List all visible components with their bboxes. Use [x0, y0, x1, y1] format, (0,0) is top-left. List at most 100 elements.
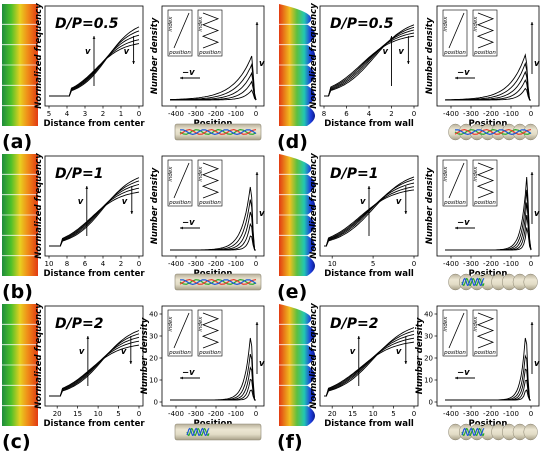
freq-tick: 2	[389, 110, 393, 118]
v-up-arrow	[530, 322, 534, 374]
freq-curve	[49, 187, 140, 247]
freq-ylabel: Normalized frequency	[34, 303, 44, 409]
density-ytick: 40	[149, 311, 158, 319]
minus-v-arrow	[455, 226, 475, 230]
inset-index-zigzag: index position	[472, 9, 498, 57]
inset-index-zigzag: index position	[472, 309, 498, 357]
freq-tick: 8	[322, 110, 326, 118]
freq-tick: 0	[137, 260, 141, 268]
density-ytick: 20	[149, 355, 158, 363]
inset-position-label: position	[168, 50, 191, 56]
density-curve	[169, 55, 257, 101]
v-label: v	[398, 47, 404, 57]
inset-index-zigzag: index position	[472, 159, 498, 207]
density-curve	[170, 337, 256, 401]
polymer-chain	[186, 427, 210, 436]
density-ytick: 0	[429, 399, 433, 407]
v-down-arrow	[129, 336, 133, 364]
freq-ylabel: Normalized frequency	[34, 153, 44, 259]
density-tick: 0	[529, 260, 533, 268]
freq-curve	[324, 29, 415, 97]
freq-tick: 20	[53, 410, 62, 418]
density-tick: -400	[443, 110, 459, 118]
ratio-label: D/P=0.5	[55, 16, 119, 32]
freq-tick: 10	[369, 410, 378, 418]
inset-index-label: index	[473, 16, 479, 32]
panel-label: (a)	[2, 131, 32, 153]
freq-tick: 5	[116, 410, 120, 418]
freq-curve	[49, 340, 140, 397]
v-up-arrow	[255, 172, 259, 224]
v-up-arrow	[255, 22, 259, 74]
freq-tick: 0	[412, 410, 416, 418]
density-chart: Number densityPosition-400-300-200-10000…	[140, 305, 265, 429]
frequency-chart: D/P=1 Normalized frequency Distance from w…	[309, 153, 419, 279]
v-label: v	[383, 47, 389, 57]
v-up-arrow	[85, 186, 89, 236]
freq-curve	[324, 330, 415, 397]
density-curve	[170, 186, 256, 251]
v-label: v	[396, 347, 402, 357]
density-chart: Number densityPosition-400-300-200-10000…	[415, 305, 540, 429]
heatmap-strip	[279, 304, 315, 426]
ratio-label: D/P=0.5	[330, 16, 394, 32]
panel-a: (a) D/P=0.5 Normalized frequency Distance f…	[2, 3, 265, 153]
density-ytick: 20	[424, 355, 433, 363]
minus-v-label: −v	[457, 218, 470, 228]
density-tick: -200	[483, 110, 499, 118]
v-up-arrow	[255, 322, 259, 374]
v-label: v	[534, 359, 540, 369]
polymer-chain	[461, 427, 485, 436]
freq-tick: 5	[371, 260, 375, 268]
inset-index-label: index	[168, 166, 174, 182]
v-up-arrow	[92, 36, 96, 86]
inset-position-label: position	[473, 350, 496, 356]
freq-tick: 15	[348, 410, 357, 418]
inset-position-label: position	[443, 350, 466, 356]
freq-curve	[324, 327, 415, 397]
density-tick: -400	[168, 110, 184, 118]
inset-index-linear: index position	[167, 9, 193, 57]
density-tick: -400	[443, 260, 459, 268]
heatmap-strip	[2, 304, 38, 426]
freq-curve	[324, 32, 415, 97]
inset-position-label: position	[168, 200, 191, 206]
panel-label: (d)	[277, 131, 308, 153]
freq-ylabel: Normalized frequency	[309, 3, 319, 109]
freq-curve	[324, 26, 415, 97]
v-down-arrow	[406, 36, 410, 64]
inset-index-linear: index position	[442, 159, 468, 207]
density-tick: -300	[188, 410, 204, 418]
v-label: v	[79, 347, 85, 357]
freq-tick: 6	[344, 110, 349, 118]
freq-tick: 5	[47, 110, 51, 118]
panel-f: (f) D/P=2 Normalized frequency Distance fro…	[277, 303, 540, 453]
v-up-arrow	[357, 336, 361, 386]
inset-index-label: index	[168, 316, 174, 332]
heatmap-strip	[279, 4, 315, 126]
density-tick: -200	[208, 110, 224, 118]
freq-tick: 20	[328, 410, 337, 418]
v-label: v	[350, 347, 356, 357]
freq-curve	[49, 180, 140, 247]
polymer-tube-snapshot	[448, 423, 538, 441]
minus-v-arrow	[180, 226, 200, 230]
frequency-chart: D/P=1 Normalized frequency Distance from c…	[34, 153, 145, 279]
minus-v-arrow	[455, 376, 475, 380]
frequency-chart: D/P=0.5 Normalized frequency Distance from…	[309, 3, 419, 129]
v-down-arrow	[404, 186, 408, 214]
freq-tick: 15	[73, 410, 82, 418]
v-up-arrow	[530, 22, 534, 74]
inset-index-label: index	[198, 166, 204, 182]
panel-d: (d) D/P=0.5 Normalized frequency Distance f…	[277, 3, 540, 153]
inset-index-linear: index position	[442, 9, 468, 57]
polymer-chain	[179, 279, 257, 285]
density-tick: 0	[254, 110, 258, 118]
density-ytick: 10	[424, 377, 433, 385]
density-chart: Number densityPosition-400-300-200-1000i…	[150, 155, 265, 279]
freq-ylabel: Normalized frequency	[34, 3, 44, 109]
freq-curve	[49, 330, 140, 397]
density-ylabel: Number density	[140, 317, 150, 394]
freq-tick: 0	[137, 410, 141, 418]
